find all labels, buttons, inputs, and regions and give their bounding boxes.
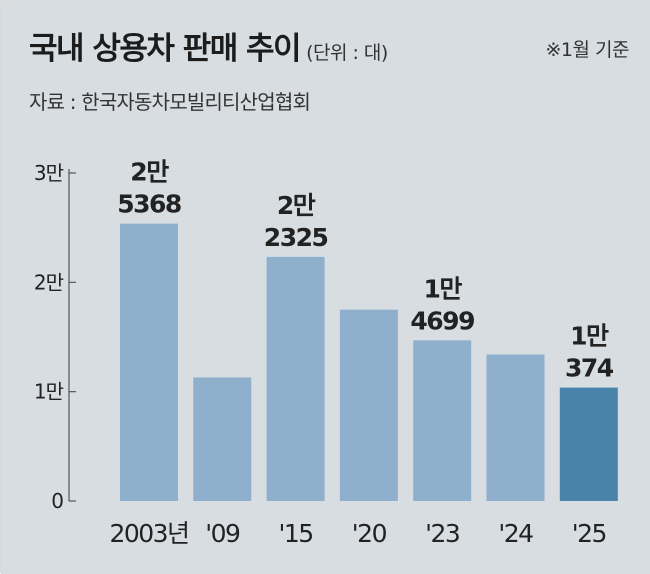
x-tick-label: 2003년 xyxy=(109,519,188,548)
y-tick-label: 1만 xyxy=(34,380,64,404)
data-labels-group: 2만 5368 2만 2325 1만 4699 1만 374 xyxy=(117,158,615,383)
chart-header: 국내 상용차 판매 추이 (단위 : 대) ※1월 기준 xyxy=(29,23,629,68)
data-label: 374 xyxy=(565,354,614,383)
bar xyxy=(193,377,252,501)
bar xyxy=(266,256,325,501)
unit-note: (단위 : 대) xyxy=(306,42,388,64)
data-label: 1만 xyxy=(570,322,609,351)
data-label: 5368 xyxy=(117,190,181,219)
source-note: 자료 : 한국자동차모빌리티산업협회 xyxy=(29,90,311,114)
x-tick-label: '23 xyxy=(425,519,459,548)
x-tick-label: '15 xyxy=(279,519,313,548)
x-tick-label: '24 xyxy=(498,519,533,548)
y-axis: 0 1만 2만 3만 xyxy=(34,161,76,513)
x-tick-label: '09 xyxy=(205,519,240,548)
data-label: 1만 xyxy=(423,274,462,303)
chart-title: 국내 상용차 판매 추이 xyxy=(29,31,302,67)
bar xyxy=(559,387,618,501)
y-tick-label: 0 xyxy=(51,489,63,513)
title-row: 국내 상용차 판매 추이 (단위 : 대) xyxy=(29,23,629,68)
basis-note: ※1월 기준 xyxy=(545,39,630,61)
y-tick-label: 3만 xyxy=(34,161,64,185)
data-label: 2만 xyxy=(130,158,169,187)
bar xyxy=(339,309,398,501)
bar xyxy=(486,354,545,501)
data-label: 2325 xyxy=(264,223,328,252)
bar xyxy=(413,340,472,501)
x-tick-label: '25 xyxy=(572,519,606,548)
bars-group xyxy=(120,223,618,502)
data-label: 4699 xyxy=(410,306,474,335)
data-label: 2만 xyxy=(277,191,316,220)
x-tick-label: '20 xyxy=(352,519,387,548)
x-axis-labels: 2003년 '09 '15 '20 '23 '24 '25 xyxy=(109,519,607,548)
bar xyxy=(120,223,178,502)
y-tick-label: 2만 xyxy=(34,270,64,294)
